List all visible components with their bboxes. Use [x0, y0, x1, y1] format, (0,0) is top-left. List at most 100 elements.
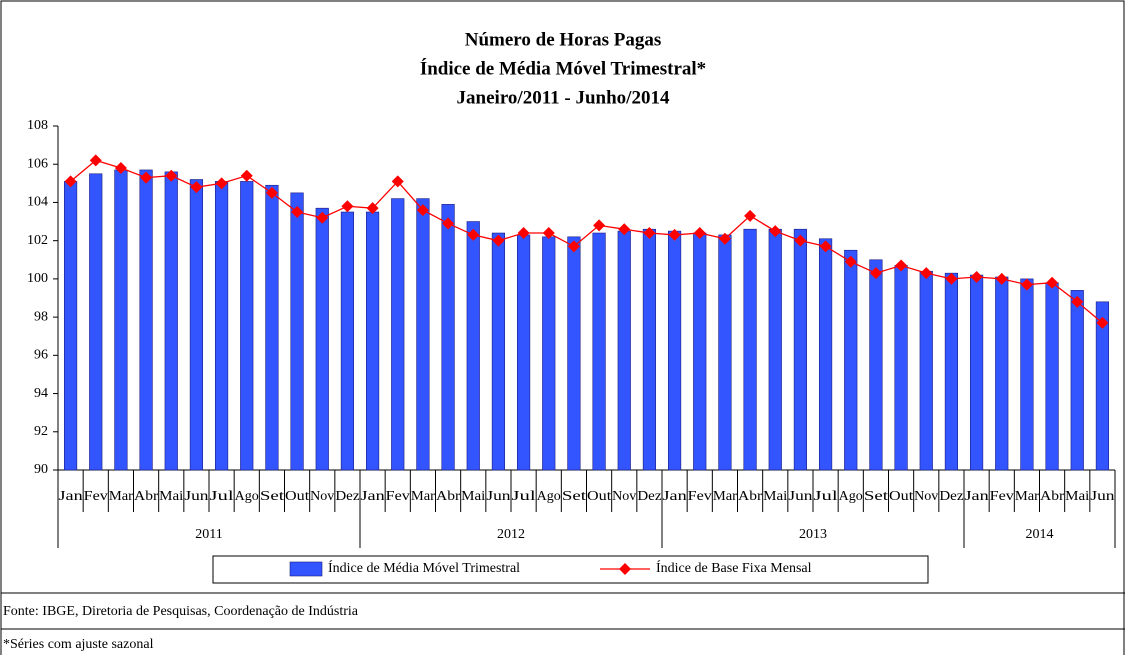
x-tick-label: Mar	[109, 489, 134, 504]
marker	[442, 217, 455, 230]
marker	[165, 169, 178, 182]
bar	[567, 236, 581, 471]
bar	[491, 232, 506, 471]
y-tick-label: 104	[27, 195, 48, 210]
marker	[819, 240, 832, 253]
marker	[869, 267, 882, 280]
footnote: *Séries com ajuste sazonal	[3, 637, 154, 652]
x-tick-label: Jun	[184, 489, 208, 504]
marker	[1020, 278, 1033, 291]
marker	[517, 227, 530, 240]
x-tick-label: Abr	[1040, 489, 1065, 504]
x-tick-label: Dez	[939, 489, 963, 504]
x-tick-label: Nov	[612, 489, 636, 504]
legend-label: Índice de Base Fixa Mensal	[656, 559, 812, 576]
bar	[265, 184, 279, 471]
marker	[467, 228, 480, 241]
bar	[114, 169, 128, 471]
marker	[316, 211, 329, 224]
y-tick-label: 108	[27, 118, 48, 133]
marker	[920, 267, 933, 280]
x-tick-label: Jun	[788, 489, 812, 504]
x-tick-label: Jun	[486, 489, 510, 504]
x-tick-label: Jan	[361, 489, 385, 504]
x-tick-label: Mai	[763, 489, 787, 504]
bar	[189, 179, 204, 471]
marker	[341, 200, 354, 213]
x-tick-label: Set	[260, 489, 284, 504]
bar	[1045, 282, 1059, 471]
marker	[114, 162, 127, 175]
marker	[291, 206, 304, 218]
x-tick-label: Mai	[461, 489, 485, 504]
marker	[89, 154, 102, 167]
x-tick-label: Jul	[210, 489, 234, 504]
year-label: 2013	[799, 527, 827, 542]
y-tick-label: 96	[34, 348, 48, 363]
bar	[894, 265, 908, 471]
x-tick-label: Out	[587, 489, 611, 504]
x-tick-label: Ago	[839, 489, 863, 504]
x-tick-label: Ago	[537, 489, 561, 504]
y-tick-label: 98	[34, 309, 48, 324]
marker	[593, 219, 606, 232]
x-tick-label: Out	[889, 489, 913, 504]
y-tick-label: 90	[34, 462, 48, 477]
bar	[89, 173, 103, 471]
marker	[895, 259, 908, 272]
bar	[869, 259, 883, 471]
x-tick-label: Fev	[84, 489, 108, 504]
bar	[63, 181, 78, 471]
x-tick-label: Ago	[235, 489, 259, 504]
marker	[1071, 295, 1084, 308]
marker	[140, 171, 153, 184]
bar	[743, 228, 757, 471]
bar	[995, 276, 1009, 471]
marker	[794, 234, 807, 247]
bar	[441, 204, 455, 471]
source-note: Fonte: IBGE, Diretoria de Pesquisas, Coo…	[3, 604, 359, 619]
x-tick-label: Jun	[1090, 489, 1114, 504]
chart-title: Índice de Média Móvel Trimestral*	[420, 57, 706, 79]
marker	[416, 204, 429, 217]
x-tick-label: Fev	[386, 489, 410, 504]
bar	[516, 234, 531, 471]
bar	[139, 169, 153, 471]
marker	[215, 177, 228, 190]
x-tick-label: Set	[864, 489, 888, 504]
x-tick-label: Jul	[512, 489, 536, 504]
marker	[618, 223, 631, 236]
bar	[844, 249, 858, 471]
bar	[944, 272, 959, 471]
marker	[844, 255, 857, 268]
x-tick-label: Mai	[1065, 489, 1089, 504]
bar	[315, 207, 329, 471]
marker	[492, 234, 505, 247]
year-label: 2011	[195, 527, 222, 542]
bar	[1095, 301, 1110, 471]
bar	[793, 228, 808, 471]
marker	[240, 169, 253, 182]
bar	[693, 232, 707, 471]
legend-label: Índice de Média Móvel Trimestral	[328, 559, 520, 576]
legend-swatch	[289, 561, 323, 577]
y-tick-label: 106	[27, 156, 48, 171]
bar	[1020, 278, 1034, 471]
bar	[290, 192, 304, 471]
bar	[592, 232, 606, 471]
bar	[1070, 290, 1084, 471]
y-tick-label: 92	[34, 424, 48, 439]
marker	[995, 272, 1008, 285]
bar	[214, 181, 229, 471]
marker	[64, 175, 77, 188]
x-tick-label: Fev	[688, 489, 712, 504]
bar	[164, 171, 178, 471]
bar	[365, 211, 380, 471]
y-tick-label: 94	[34, 386, 48, 401]
bar	[416, 198, 430, 471]
marker	[567, 240, 580, 253]
marker	[366, 202, 379, 215]
bar	[642, 228, 657, 471]
